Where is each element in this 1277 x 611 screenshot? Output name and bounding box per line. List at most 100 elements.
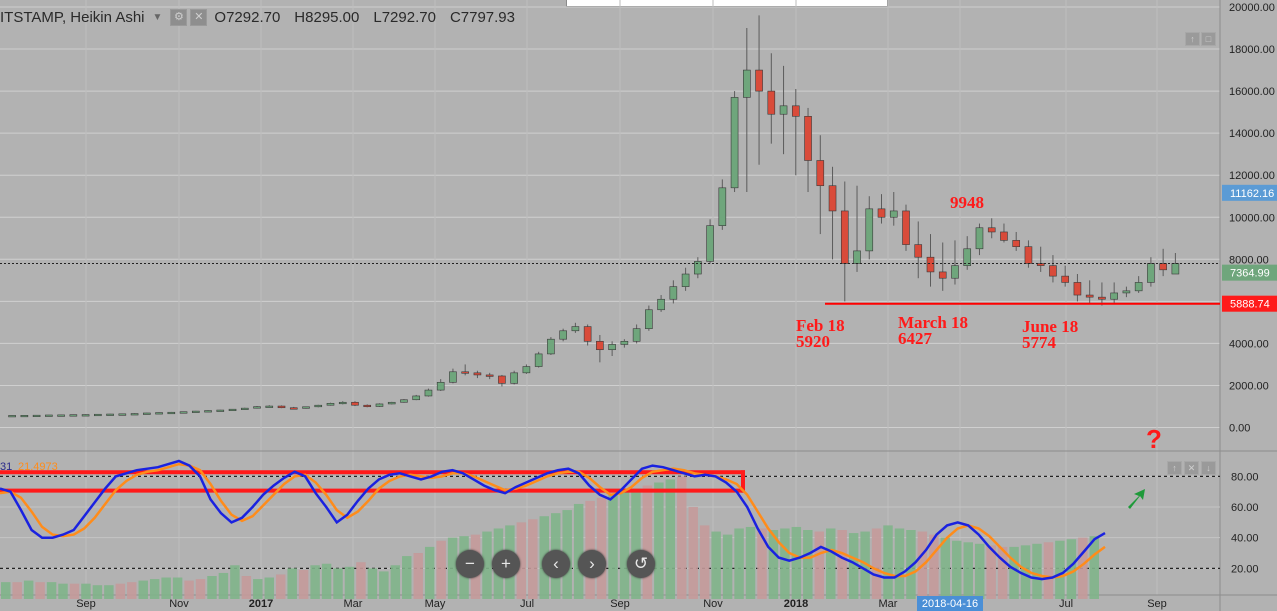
candle-body (951, 265, 959, 279)
osc-pane-up-icon[interactable]: ↑ (1167, 461, 1182, 475)
candle-body (620, 340, 629, 345)
candles (8, 15, 1180, 418)
volume-bar (115, 583, 126, 599)
candle-body (510, 372, 518, 384)
candle-body (889, 210, 898, 218)
candle-body (1085, 294, 1094, 298)
price-axis-label: 4000.00 (1229, 338, 1269, 350)
resistance-band-top (0, 470, 745, 475)
volume-bar (906, 530, 916, 599)
osc-legend-value-1: 31 (0, 461, 12, 473)
zoom-out-button[interactable]: − (456, 550, 484, 578)
osc-pane-close-icon[interactable]: ✕ (1184, 461, 1199, 475)
volume-bar (665, 479, 676, 599)
price-pane-up-icon[interactable]: ↑ (1185, 32, 1200, 46)
settings-icon[interactable]: ⚙ (170, 8, 188, 26)
volume-bar (883, 525, 893, 599)
candle-body (204, 410, 212, 413)
scroll-left-button[interactable]: ‹ (542, 550, 570, 578)
time-axis-label: Jul (520, 598, 534, 610)
volume-bar (699, 525, 710, 599)
candle-body (1159, 263, 1167, 271)
candle-body (547, 338, 555, 355)
volume-bar (172, 577, 183, 599)
candle-body (449, 371, 457, 383)
time-axis-label: Jul (1059, 598, 1073, 610)
volume-bar (1020, 545, 1031, 599)
candle-body (412, 395, 421, 401)
price-axis-label: 12000.00 (1229, 170, 1275, 182)
candle-body (253, 406, 261, 409)
candle-body (473, 372, 482, 376)
volume-bar (253, 579, 263, 599)
volume-bar (929, 534, 939, 599)
osc-axis-label: 20.00 (1231, 563, 1259, 575)
candle-body (1134, 282, 1143, 292)
candle-body (975, 227, 984, 250)
volume-bar (424, 546, 435, 599)
volume-bar (310, 565, 320, 599)
candle-body (853, 250, 861, 264)
volume-bar (184, 580, 194, 599)
volume-bar (92, 585, 103, 599)
candle-body (791, 105, 800, 117)
price-axis-label: 10000.00 (1229, 212, 1275, 224)
annotation-label: 6427 (898, 329, 933, 348)
volume-bar (69, 583, 80, 599)
candle-body (816, 160, 825, 187)
volume-bar (436, 540, 446, 599)
oscillator-lines: 31 21.4973 (0, 459, 1106, 581)
volume-bar (12, 582, 22, 599)
price-axis-label: 20000.00 (1229, 2, 1275, 14)
candle-body (596, 340, 604, 351)
scroll-right-button[interactable]: › (578, 550, 606, 578)
question-mark-annotation: ? (1146, 424, 1162, 454)
close-icon[interactable]: ✕ (190, 8, 208, 26)
price-badge (1222, 295, 1277, 312)
volume-bar (596, 497, 607, 599)
volume-bar (1032, 543, 1042, 599)
volume-bar (608, 494, 618, 599)
close-value: C7797.93 (449, 8, 515, 26)
candle-body (865, 208, 874, 252)
price-pane-maximize-icon[interactable]: □ (1201, 32, 1216, 46)
price-badge (1222, 264, 1277, 281)
symbol-title[interactable]: ITSTAMP, Heikin Ashi (0, 8, 145, 26)
candle-body (485, 374, 494, 377)
candle-body (363, 404, 372, 408)
volume-bar (677, 476, 687, 599)
candle-body (240, 407, 249, 410)
volume-bar (1, 582, 11, 599)
candle-body (706, 225, 714, 262)
price-axis-label: 0.00 (1229, 423, 1250, 435)
candle-body (779, 105, 788, 115)
candle-body (375, 403, 384, 407)
time-axis-label: Nov (169, 598, 189, 610)
candle-body (118, 413, 127, 416)
volume-bar (241, 576, 252, 599)
volume-bar (35, 582, 45, 599)
candle-body (277, 405, 286, 409)
price-badge-label: 5888.74 (1230, 299, 1270, 311)
volume-bar (619, 491, 630, 599)
candle-body (216, 409, 225, 412)
candle-body (167, 411, 176, 415)
price-badge-label: 7364.99 (1230, 268, 1270, 280)
volume-bar (745, 526, 756, 599)
volume-bar (390, 565, 401, 599)
zoom-in-button[interactable]: + (492, 550, 520, 578)
candle-body (1012, 240, 1021, 247)
volume-bar (321, 563, 332, 599)
reset-chart-button[interactable]: ↺ (627, 550, 655, 578)
price-axis-label: 8000.00 (1229, 254, 1269, 266)
volume-bar (642, 485, 653, 599)
candle-body (1024, 246, 1033, 264)
candle-body (155, 412, 163, 415)
osc-pane-down-icon[interactable]: ↓ (1201, 461, 1216, 475)
candle-body (130, 413, 139, 416)
chevron-down-icon[interactable]: ▼ (152, 11, 163, 23)
axes: 0.002000.004000.006000.008000.0010000.00… (76, 2, 1277, 611)
open-value: O7292.70 (214, 8, 281, 26)
volume-bar (734, 528, 744, 599)
